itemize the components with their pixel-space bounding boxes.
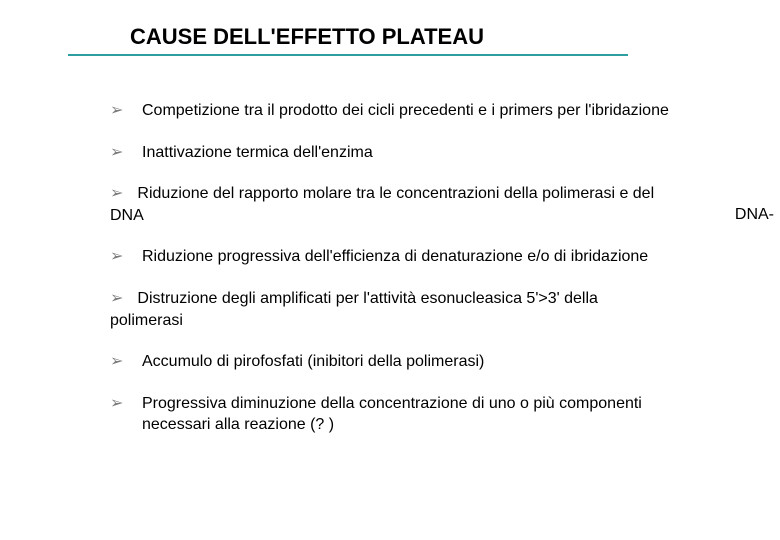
bullet-icon: ➢ [110,393,123,415]
bullet-icon: ➢ [110,290,123,307]
list-item: ➢ Inattivazione termica dell'enzima [110,142,670,164]
title-underline [68,54,628,56]
bullet-icon: ➢ [110,142,123,164]
list-item-text: Distruzione degli amplificati per l'atti… [110,290,598,329]
side-note: DNA- [735,206,774,224]
bullet-icon: ➢ [110,351,123,373]
bullet-icon: ➢ [110,100,123,122]
content-area: ➢ Competizione tra il prodotto dei cicli … [110,100,670,456]
list-item-text: Competizione tra il prodotto dei cicli p… [142,102,669,119]
slide: CAUSE DELL'EFFETTO PLATEAU ➢ Competizione… [0,0,780,540]
list-item: ➢ Progressiva diminuzione della concentra… [110,393,670,436]
slide-title: CAUSE DELL'EFFETTO PLATEAU [130,24,484,50]
list-item-text: Riduzione progressiva dell'efficienza di… [142,248,648,265]
list-item: ➢Distruzione degli amplificati per l'att… [110,288,670,331]
list-item: ➢ Accumulo di pirofosfati (inibitori dell… [110,351,670,373]
bullet-icon: ➢ [110,185,123,202]
list-item-text: Riduzione del rapporto molare tra le con… [110,185,654,224]
list-item-text: Progressiva diminuzione della concentraz… [142,395,642,434]
list-item-text: Accumulo di pirofosfati (inibitori della… [142,353,484,370]
list-item: ➢Riduzione del rapporto molare tra le co… [110,183,670,226]
list-item-text: Inattivazione termica dell'enzima [142,144,373,161]
bullet-icon: ➢ [110,246,123,268]
list-item: ➢ Riduzione progressiva dell'efficienza d… [110,246,670,268]
list-item: ➢ Competizione tra il prodotto dei cicli … [110,100,670,122]
